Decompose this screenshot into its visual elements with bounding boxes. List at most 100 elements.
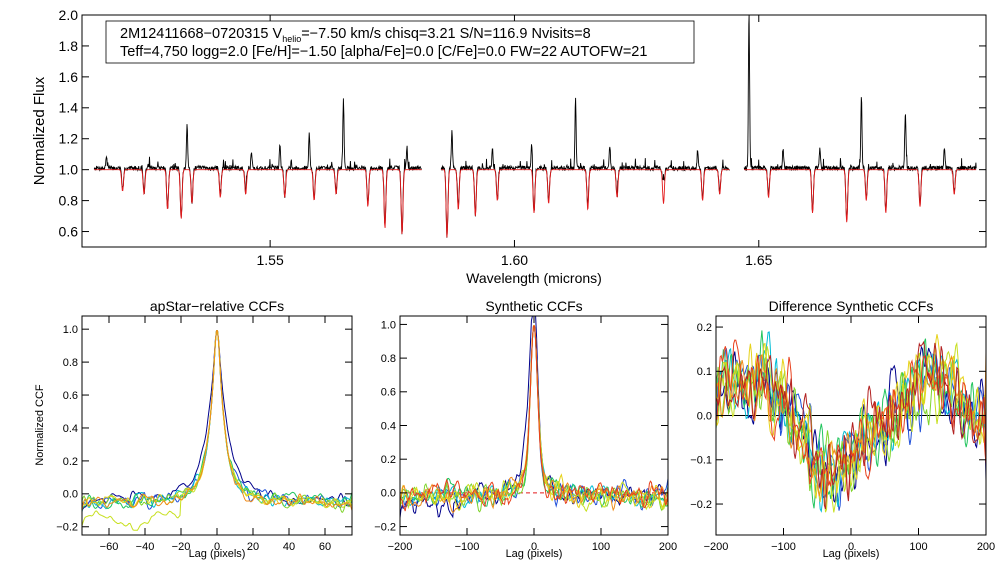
x-tick-label: −100 <box>771 541 796 553</box>
ccf-series-8 <box>81 330 353 511</box>
y-tick-label: 0.2 <box>63 456 78 468</box>
y-tick-label: 1.8 <box>59 38 79 54</box>
y-tick-label: 0.1 <box>697 366 712 378</box>
spectrum-panel: 1.55 1.60 1.65 0.6 0.8 1.0 1.2 1.4 1.6 1.8 2.0 2M1… <box>31 7 987 286</box>
apstar-ccf-title: apStar−relative CCFs <box>150 298 284 314</box>
spectrum-series <box>93 14 977 238</box>
apstar-ccf-xlabel: Lag (pixels) <box>189 548 246 560</box>
x-tick-label: −200 <box>704 541 729 553</box>
x-tick-label: 1.65 <box>745 252 772 268</box>
ccf-series-6 <box>399 325 669 513</box>
y-tick-label: 1.0 <box>381 319 396 331</box>
info-line-1-suffix: =−7.50 km/s chisq=3.21 S/N=116.9 Nvisits… <box>301 26 591 42</box>
ccf-series-4 <box>81 330 353 510</box>
spectrum-ticks: 1.55 1.60 1.65 0.6 0.8 1.0 1.2 1.4 1.6 1.8 2.0 <box>59 7 986 268</box>
spectrum-xlabel: Wavelength (microns) <box>466 270 602 286</box>
synthetic-ccf-title: Synthetic CCFs <box>485 298 582 314</box>
ccf-series-1 <box>81 330 353 511</box>
x-tick-label: −20 <box>172 541 191 553</box>
ccf-series-8 <box>399 325 669 514</box>
y-tick-label: 0.0 <box>697 410 712 422</box>
x-tick-label: 100 <box>592 541 610 553</box>
y-tick-label: 0.4 <box>381 420 396 432</box>
difference-ccf-title: Difference Synthetic CCFs <box>769 298 934 314</box>
info-line-2: Teff=4,750 logg=2.0 [Fe/H]=−1.50 [alpha/… <box>120 44 647 60</box>
ccf-series-7 <box>399 324 669 509</box>
synthetic-ccf-frame <box>399 315 669 536</box>
y-tick-label: 1.0 <box>59 162 79 178</box>
x-tick-label: 100 <box>909 541 927 553</box>
y-tick-label: 0.6 <box>63 390 78 402</box>
x-tick-label: 1.60 <box>501 252 528 268</box>
ccf-series-10 <box>715 340 987 510</box>
synthetic-ccf-series <box>399 315 669 519</box>
apstar-ccf-ticks: −60 −40 −20 0 20 40 60 −0.2 0.0 0.2 0.4 0.6 0.8 1.0 <box>56 316 352 553</box>
y-tick-label: 0.4 <box>63 423 78 435</box>
observed-spectrum-chip-3 <box>743 14 977 220</box>
y-tick-label: 1.4 <box>59 100 79 116</box>
difference-ccf-ticks: −200 −100 0 100 200 −0.2 −0.1 0.0 0.1 0.2 <box>690 316 995 553</box>
y-tick-label: −0.2 <box>56 522 78 534</box>
x-tick-label: −100 <box>455 541 480 553</box>
difference-ccf-frame <box>715 315 987 536</box>
x-tick-label: 200 <box>659 541 677 553</box>
y-tick-label: 0.6 <box>381 387 396 399</box>
difference-ccf-series <box>715 330 987 513</box>
x-tick-label: −200 <box>388 541 413 553</box>
x-tick-label: −40 <box>136 541 155 553</box>
info-line-1: 2M12411668−0720315 Vhelio=−7.50 km/s chi… <box>120 26 591 44</box>
y-tick-label: 0.6 <box>59 223 79 239</box>
info-line-1-prefix: 2M12411668−0720315 V <box>120 26 283 42</box>
x-tick-label: 200 <box>977 541 995 553</box>
observed-spectrum-chip-2 <box>440 97 730 238</box>
y-tick-label: 0.2 <box>381 454 396 466</box>
y-tick-label: 0.8 <box>381 353 396 365</box>
apstar-ccf-panel: apStar−relative CCFs −60 −40 −20 0 20 40 60 −0.… <box>34 298 353 560</box>
x-tick-label: 60 <box>319 541 331 553</box>
x-tick-label: −60 <box>100 541 119 553</box>
ccf-series-3 <box>81 330 353 513</box>
x-tick-label: 0 <box>848 541 854 553</box>
ccf-series-9 <box>399 325 669 512</box>
ccf-series-7 <box>81 330 353 509</box>
y-tick-label: 1.2 <box>59 131 79 147</box>
ccf-series-3 <box>399 325 669 509</box>
y-tick-label: 1.0 <box>63 324 78 336</box>
difference-ccf-xlabel: Lag (pixels) <box>823 548 880 560</box>
ccf-series-5 <box>81 330 353 513</box>
model-spectrum-chip-1 <box>94 169 422 235</box>
y-tick-label: 0.8 <box>59 193 79 209</box>
synthetic-ccf-xlabel: Lag (pixels) <box>506 548 563 560</box>
apstar-ccf-series <box>81 330 353 531</box>
difference-ccf-panel: Difference Synthetic CCFs −200 −100 0 100 20… <box>690 298 995 560</box>
info-box <box>105 20 695 64</box>
y-tick-label: −0.2 <box>374 521 396 533</box>
y-tick-label: 2.0 <box>59 7 79 23</box>
ccf-series-5 <box>399 325 669 513</box>
ccf-series-5 <box>715 354 987 498</box>
ccf-series-2 <box>399 325 669 511</box>
spectrum-ylabel: Normalized Flux <box>31 76 48 185</box>
ccf-series-9 <box>715 339 987 496</box>
ccf-series-4 <box>399 325 669 509</box>
y-tick-label: −0.1 <box>690 455 712 467</box>
x-tick-label: 40 <box>283 541 295 553</box>
model-spectrum-chip-2 <box>441 169 730 238</box>
model-spectrum-chip-3 <box>744 169 977 223</box>
observed-spectrum-chip-1 <box>93 98 422 235</box>
x-tick-label: 0 <box>214 541 220 553</box>
y-tick-label: 0.8 <box>63 357 78 369</box>
spectrum-frame <box>81 14 987 248</box>
x-tick-label: 0 <box>531 541 537 553</box>
y-tick-label: 1.6 <box>59 69 79 85</box>
y-tick-label: −0.2 <box>690 499 712 511</box>
y-tick-label: 0.2 <box>697 322 712 334</box>
synthetic-ccf-panel: Synthetic CCFs −200 −100 0 100 200 −0.2 0.0 0.2… <box>374 298 677 560</box>
synthetic-ccf-ticks: −200 −100 0 100 200 −0.2 0.0 0.2 0.4 0.6 0.8 1.0 <box>374 316 677 553</box>
ccf-series-2 <box>81 330 353 510</box>
y-tick-label: 0.0 <box>381 488 396 500</box>
y-tick-label: 0.0 <box>63 489 78 501</box>
ccf-series-7 <box>715 334 987 503</box>
x-tick-label: 20 <box>247 541 259 553</box>
